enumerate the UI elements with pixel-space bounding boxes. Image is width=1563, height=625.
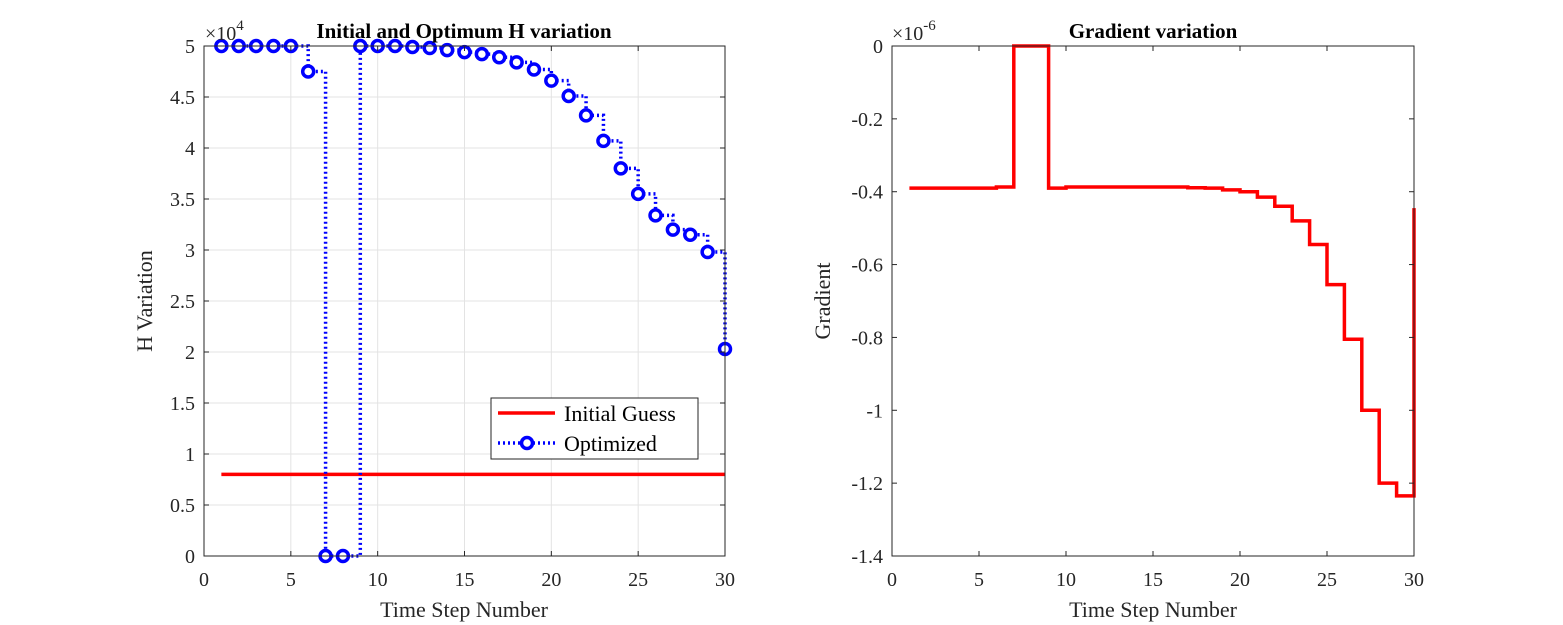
h-variation-xtick-label: 0 [199,569,209,591]
gradient-ticks: 0 5 10 15 20 25 30 0 -0.2 -0.4 -0.6 -0.8 -1 -1.2 -1.4 [851,36,1424,591]
h-variation-data-point-marker [422,40,438,56]
legend-initial-guess-label: Initial Guess [564,401,676,426]
gradient-xtick-label: 30 [1404,569,1424,591]
h-variation-data-point-marker [665,222,681,237]
h-variation-data-point-marker [630,186,646,202]
gradient-exponent-power: -6 [923,18,936,34]
gradient-ytick-label: -1.4 [851,546,883,568]
h-variation-title: Initial and Optimum H variation [316,19,612,43]
gradient-ytick-label: -0.4 [851,182,883,204]
gradient-xlabel: Time Step Number [1069,597,1238,622]
h-variation-ticks: 0 5 10 15 20 25 30 0 0.5 1 1.5 2 2.5 3 3.5 4 4.5 5 [170,36,735,591]
gradient-xtick-label: 0 [887,569,897,591]
h-variation-exponent-label: ×104 [205,18,244,45]
h-variation-ytick-label: 1.5 [170,393,195,415]
h-variation-ytick-label: 2 [185,342,195,364]
gradient-exponent-label: ×10-6 [892,18,936,45]
gradient-ytick-label: -0.6 [851,255,883,277]
gradient-xtick-label: 10 [1056,569,1076,591]
h-variation-ytick-label: 3.5 [170,189,195,211]
gradient-title: Gradient variation [1069,19,1238,43]
gradient-ytick-label: -1 [866,400,883,422]
h-variation-exponent-power: 4 [236,18,244,34]
gradient-plot-area [892,46,1414,556]
h-variation-data-point-marker [300,64,316,79]
legend-box [490,397,699,460]
h-variation-xtick-label: 25 [628,569,648,591]
h-variation-ytick-label: 1 [185,444,195,466]
h-variation-ylabel: H Variation [132,250,157,352]
h-variation-data-point-marker [648,208,663,223]
gradient-ytick-label: -0.2 [851,109,883,131]
h-variation-ytick-label: 3 [185,240,195,262]
gradient-ytick-label: -1.2 [851,473,883,495]
gradient-ytick-label: -0.8 [851,327,883,349]
gradient-ytick-label: 0 [873,36,883,58]
h-variation-data-point-marker [596,133,611,149]
h-variation-xtick-label: 10 [368,569,388,591]
h-variation-xtick-label: 5 [286,569,296,591]
h-variation-data-point-marker [613,161,629,176]
h-variation-data-point-marker [405,39,420,55]
h-variation-data-point-marker [474,46,490,62]
h-variation-data-point-marker [544,73,559,88]
gradient-ylabel: Gradient [810,263,835,340]
h-variation-xtick-label: 30 [715,569,735,591]
h-variation-xtick-label: 15 [455,569,475,591]
h-variation-grid [204,46,725,556]
h-variation-data-point-marker [561,88,576,104]
h-variation-ytick-label: 2.5 [170,291,195,313]
gradient-xtick-label: 5 [974,569,984,591]
gradient-exponent-base: ×10 [892,23,923,45]
h-variation-ytick-label: 0.5 [170,495,195,517]
h-variation-data-point-marker [700,244,715,260]
h-variation-ytick-label: 5 [185,36,195,58]
h-variation-ytick-label: 4 [185,138,195,160]
h-variation-exponent-base: ×10 [205,23,236,45]
gradient-chart: 0 5 10 15 20 25 300-0.2-0.4-0.6-0.8-1-1.2-1.4 … [810,18,1424,622]
h-variation-legend: Initial Guess Optimized [490,397,699,460]
h-variation-data-point-marker [526,62,542,77]
h-variation-ytick-label: 4.5 [170,87,195,109]
gradient-xtick-label: 15 [1143,569,1163,591]
h-variation-chart: 0 5 10 15 20 25 30 0 0.5 1 1.5 2 2.5 3 3.5 4 4.5 5 Initia… [132,18,735,622]
gradient-series [909,44,1416,498]
h-variation-data-point-marker [491,49,507,65]
legend-optimized-marker [519,435,535,451]
gradient-series-line-0 [909,44,1416,498]
h-variation-ytick-label: 0 [185,546,195,568]
h-variation-xlabel: Time Step Number [380,597,549,622]
h-variation-xtick-label: 20 [541,569,561,591]
gradient-xtick-label: 25 [1317,569,1337,591]
h-variation-data-point-marker [578,108,594,123]
legend-optimized-label: Optimized [564,431,657,456]
gradient-xtick-label: 20 [1230,569,1250,591]
h-variation-data-point-marker [439,42,455,58]
h-variation-data-point-marker [509,55,524,70]
h-variation-data-point-marker [683,227,698,242]
